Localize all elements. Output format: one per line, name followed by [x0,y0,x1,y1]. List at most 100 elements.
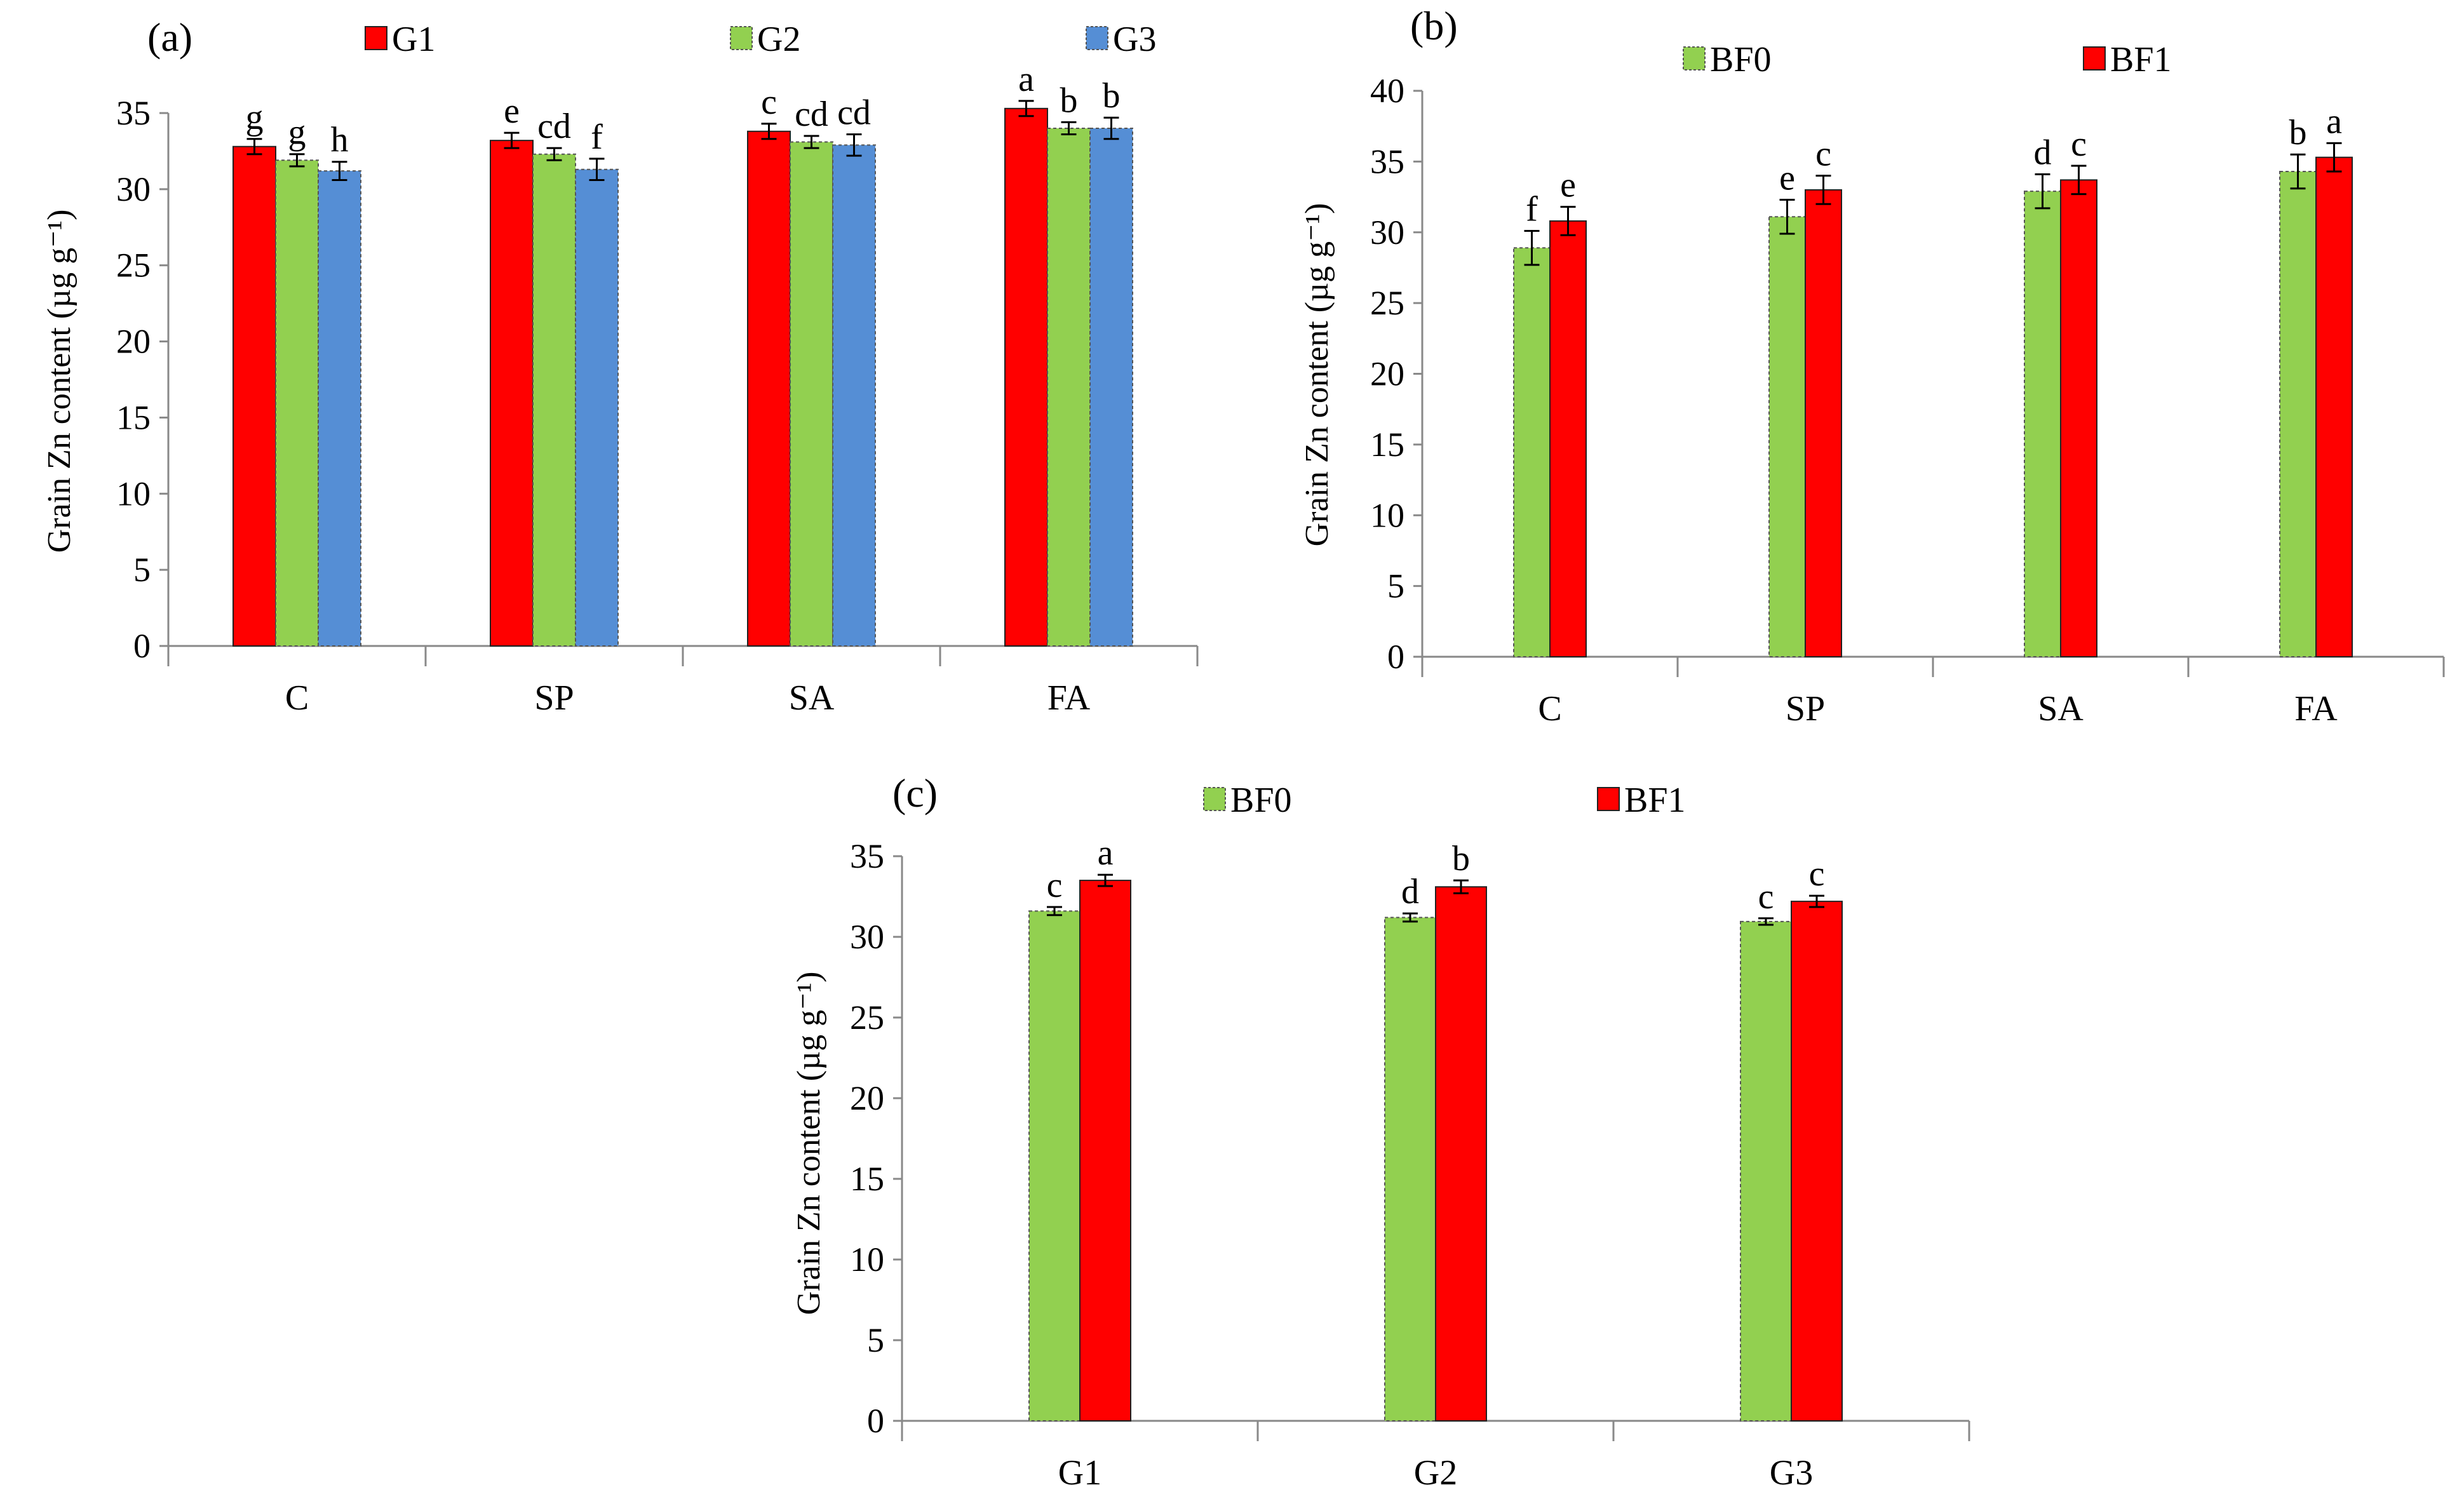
y-tick-label: 20 [850,1079,884,1117]
bar-g1-c [232,145,276,647]
bar-g2-sa [790,141,833,647]
y-axis-label: Grain Zn content (µg g⁻¹) [41,210,77,553]
significance-letter: b [2289,113,2307,152]
bar-bf0-g3 [1740,920,1792,1421]
y-tick-label: 0 [1387,638,1404,676]
y-tick-label: 30 [116,170,151,208]
bar-g1-sp [490,140,534,647]
y-tick-label: 0 [133,627,151,665]
significance-letter: a [2326,102,2342,141]
bar-g2-sp [532,153,576,647]
bar-bf1-fa [2315,156,2353,657]
significance-letter: cd [795,95,828,134]
bar-g1-sa [747,130,791,647]
significance-letter: c [2071,124,2087,164]
y-tick-label: 25 [1370,284,1404,322]
bar-bf1-sp [1805,189,1842,657]
bar-g1-fa [1004,107,1048,647]
bar-bf0-sp [1768,216,1806,657]
panel-label: (a) [147,15,192,60]
x-tick-label: G3 [1770,1453,1813,1485]
y-tick-label: 40 [1370,72,1404,110]
legend-label-g2: G2 [757,20,800,59]
bar-g3-sa [832,144,876,647]
y-tick-label: 25 [850,998,884,1037]
significance-letter: g [288,113,306,152]
legend-label-g3: G3 [1113,20,1156,59]
y-tick-label: 0 [867,1402,884,1440]
legend-swatch-bf0 [1683,46,1706,71]
legend-label-bf0: BF0 [1230,781,1292,820]
bar-bf1-g1 [1079,880,1131,1421]
x-tick-label: SP [1786,689,1825,729]
x-tick-label: C [1538,689,1561,729]
bar-g2-c [275,159,319,647]
chart-panel-b: (b) 0 5 10 15 20 25 30 35 40 Grain Zn content (µg … [1299,3,2445,729]
panel-label: (c) [892,770,938,816]
legend-swatch-g1 [365,26,387,50]
y-tick-label: 15 [116,398,151,436]
y-tick-label: 10 [116,474,151,513]
bar-g3-fa [1089,127,1133,647]
x-tick-label: G1 [1058,1453,1101,1485]
legend-label-bf1: BF1 [2110,40,2172,79]
bar-g2-fa [1047,127,1091,647]
significance-letter: h [331,121,349,160]
significance-letter: a [1018,60,1034,99]
significance-letter: g [246,98,264,137]
y-tick-label: 35 [850,837,884,875]
bar-bf1-c [1549,220,1587,657]
y-tick-label: 10 [850,1240,884,1279]
y-axis-label: Grain Zn content (µg g⁻¹) [1299,203,1335,547]
panel-label: (b) [1410,3,1458,48]
significance-letter: c [1815,135,1831,174]
y-tick-label: 35 [1370,142,1404,180]
significance-letter: cd [537,107,571,146]
bar-bf1-g3 [1791,901,1843,1421]
legend-label-bf1: BF1 [1624,781,1686,820]
bar-bf1-g2 [1435,886,1487,1421]
x-tick-label: SP [534,678,574,718]
significance-letter: d [2034,133,2052,172]
significance-letter: d [1401,872,1419,911]
legend-swatch-bf0 [1203,787,1226,811]
x-tick-label: G2 [1414,1453,1457,1485]
significance-letter: f [1526,190,1538,229]
chart-panel-c: (c) 0 5 10 15 20 25 30 35 Grain Zn content (µg g⁻… [791,770,1970,1485]
legend-label-g1: G1 [392,20,435,59]
significance-letter: b [1103,76,1121,116]
bar-bf0-g1 [1028,910,1081,1421]
significance-letter: b [1060,81,1078,120]
y-axis-label: Grain Zn content (µg g⁻¹) [791,972,827,1315]
significance-letter: c [1047,866,1063,905]
significance-letter: cd [837,93,871,133]
x-tick-label: FA [2294,689,2338,729]
legend-swatch-bf1 [2083,46,2106,71]
bar-bf0-fa [2279,170,2317,657]
bar-g3-c [318,170,361,647]
y-tick-label: 20 [1370,355,1404,393]
legend-swatch-bf1 [1597,787,1620,811]
y-tick-label: 20 [116,323,151,361]
y-tick-label: 30 [850,918,884,956]
y-tick-label: 5 [133,551,151,589]
y-tick-label: 15 [1370,426,1404,464]
y-tick-label: 25 [116,246,151,285]
y-tick-label: 15 [850,1160,884,1198]
bar-bf0-g2 [1384,917,1436,1421]
legend-swatch-g3 [1086,26,1108,50]
significance-letter: a [1098,833,1114,873]
y-tick-label: 35 [116,94,151,132]
chart-panel-a: (a) 0 5 10 15 20 25 30 35 Grain Zn content (µg g⁻… [41,15,1199,718]
x-tick-label: SA [789,678,835,718]
bar-bf0-sa [2024,191,2061,657]
legend-swatch-g2 [730,26,753,50]
y-tick-label: 10 [1370,496,1404,534]
significance-letter: e [1779,159,1795,198]
significance-letter: c [761,83,777,122]
significance-letter: c [1809,854,1825,894]
significance-letter: e [1560,166,1576,205]
bar-bf0-c [1513,247,1551,657]
x-tick-label: C [285,678,309,718]
